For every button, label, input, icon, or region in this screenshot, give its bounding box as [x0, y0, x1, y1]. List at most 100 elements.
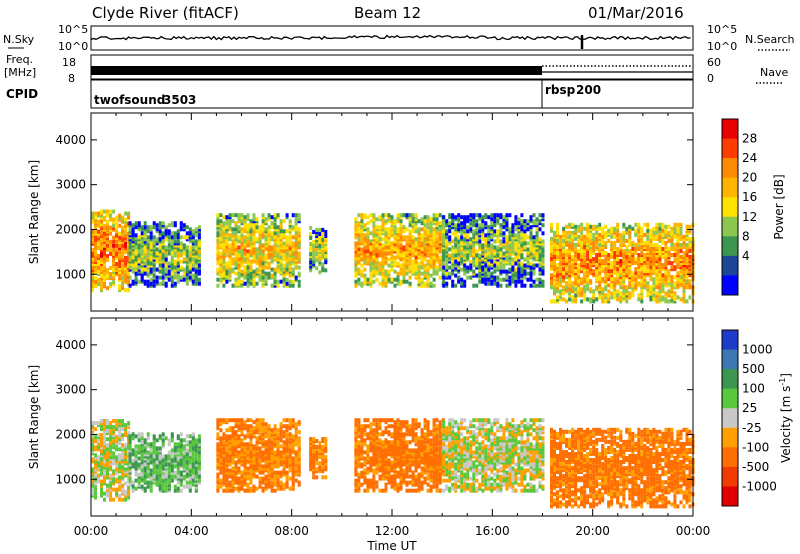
power-cell [121, 243, 125, 248]
power-cell [637, 271, 641, 276]
power-cell [124, 241, 128, 246]
power-cell [360, 219, 364, 224]
power-cell [140, 225, 144, 230]
power-cell [402, 225, 406, 230]
velocity-cell [100, 445, 103, 450]
power-cell [384, 251, 388, 256]
power-cell [94, 233, 97, 238]
power-cell [432, 227, 436, 232]
power-cell [121, 262, 125, 266]
power-cell [586, 297, 590, 302]
velocity-cell [97, 421, 100, 426]
power-cell [216, 249, 220, 254]
power-cell [604, 299, 608, 304]
velocity-cell [173, 488, 177, 493]
velocity-cell [188, 470, 192, 475]
power-cell [589, 271, 593, 276]
power-cell [604, 267, 608, 272]
power-cell [607, 257, 611, 262]
power-cell [363, 251, 367, 256]
power-cell [592, 257, 596, 262]
power-cell [432, 239, 436, 244]
power-cell [637, 293, 641, 298]
power-cell [646, 257, 650, 262]
power-cell [216, 251, 220, 256]
power-cell [381, 265, 385, 270]
power-cell [682, 295, 686, 300]
power-cell [577, 224, 581, 229]
power-cell [676, 295, 680, 300]
power-cell [472, 213, 476, 218]
power-cell [448, 213, 452, 218]
power-cell [646, 247, 650, 251]
power-cell [273, 247, 277, 252]
power-cell [568, 242, 572, 247]
power-cell [655, 299, 659, 304]
power-cell [688, 257, 692, 262]
power-cell [481, 237, 485, 242]
power-cell [574, 271, 578, 276]
power-cell [550, 281, 553, 286]
power-cell [285, 251, 289, 256]
power-cell [487, 273, 491, 278]
power-cell [360, 237, 364, 242]
power-cell [390, 227, 394, 232]
power-cell [121, 245, 125, 250]
velocity-cell [152, 456, 156, 461]
velocity-cell [109, 497, 113, 502]
power-cell [246, 283, 250, 288]
power-cell [264, 279, 268, 284]
power-cell [631, 226, 635, 231]
velocity-cell [131, 488, 135, 493]
power-cell [592, 295, 596, 300]
power-cell [658, 234, 662, 239]
power-cell [109, 266, 113, 270]
velocity-cell [140, 460, 144, 465]
power-cell [225, 221, 229, 226]
power-cell [643, 253, 647, 257]
power-cell [625, 257, 629, 262]
power-cell [185, 275, 189, 280]
power-cell [176, 251, 180, 256]
power-cell [222, 245, 226, 250]
power-cell [366, 251, 370, 256]
velocity-cell [118, 433, 122, 438]
power-cell [426, 271, 430, 276]
power-cell [532, 269, 536, 274]
power-cell [487, 255, 491, 260]
velocity-cell [140, 464, 144, 469]
power-cell [571, 234, 575, 239]
power-cell [384, 227, 388, 232]
power-cell [529, 283, 533, 288]
power-cell [457, 235, 461, 240]
power-cell [357, 267, 361, 272]
power-cell [152, 239, 156, 244]
power-cell [559, 261, 563, 266]
power-cell [538, 245, 542, 250]
power-cell [508, 279, 512, 284]
power-cell [402, 251, 406, 256]
power-cell [490, 235, 494, 240]
velocity-cell [115, 423, 119, 428]
power-cell [484, 239, 488, 244]
power-cell [496, 277, 500, 282]
power-cell [357, 221, 361, 226]
power-cell [442, 223, 446, 228]
velocity-cell [112, 487, 116, 492]
power-cell [426, 265, 430, 270]
power-cell [571, 230, 575, 235]
velocity-cell [103, 439, 106, 444]
velocity-cell [94, 495, 97, 500]
power-cell [472, 229, 476, 234]
power-cell [652, 226, 656, 231]
power-cell [649, 228, 653, 233]
power-cell [610, 255, 614, 259]
power-cell [282, 253, 286, 258]
power-cell [493, 281, 497, 286]
power-cell [517, 233, 521, 238]
power-cell [390, 233, 394, 238]
power-cell [396, 271, 400, 276]
power-cell [556, 245, 559, 249]
power-cell [261, 269, 265, 274]
power-cell [457, 223, 461, 228]
